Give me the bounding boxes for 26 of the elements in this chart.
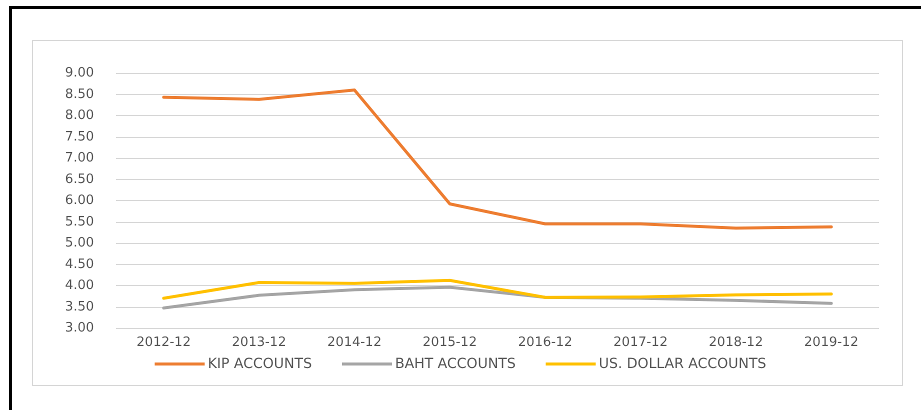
x-tick-label: 2013-12 <box>232 335 286 350</box>
line-series <box>162 88 833 230</box>
y-tick-label: 9.00 <box>65 66 94 80</box>
x-tick-label: 2019-12 <box>804 335 858 350</box>
x-tick-label: 2017-12 <box>613 335 668 350</box>
y-tick-label: 4.00 <box>65 278 94 293</box>
y-tick-label: 7.50 <box>65 129 94 144</box>
legend-label: BAHT ACCOUNTS <box>394 356 516 372</box>
y-tick-label: 5.00 <box>65 236 94 250</box>
legend-label: KIP ACCOUNTS <box>208 356 312 372</box>
x-tick-label: 2014-12 <box>327 335 382 350</box>
x-tick-label: 2015-12 <box>422 335 477 350</box>
y-tick-label: 6.00 <box>65 193 94 208</box>
y-tick-label: 8.50 <box>65 86 94 102</box>
y-tick-label: 4.50 <box>65 256 94 272</box>
y-tick-label: 5.50 <box>65 214 94 230</box>
x-tick-label: 2012-12 <box>136 335 191 350</box>
x-tick-label: 2018-12 <box>708 335 764 350</box>
y-tick-label: 7.00 <box>65 150 94 166</box>
x-tick-label: 2016-12 <box>518 335 572 350</box>
y-tick-label: 3.50 <box>65 299 94 314</box>
y-tick-label: 6.50 <box>65 172 94 187</box>
y-tick-label: 3.00 <box>65 320 94 336</box>
line-series <box>162 278 833 300</box>
y-tick-label: 8.00 <box>65 108 94 123</box>
legend-label: US. DOLLAR ACCOUNTS <box>598 356 766 372</box>
